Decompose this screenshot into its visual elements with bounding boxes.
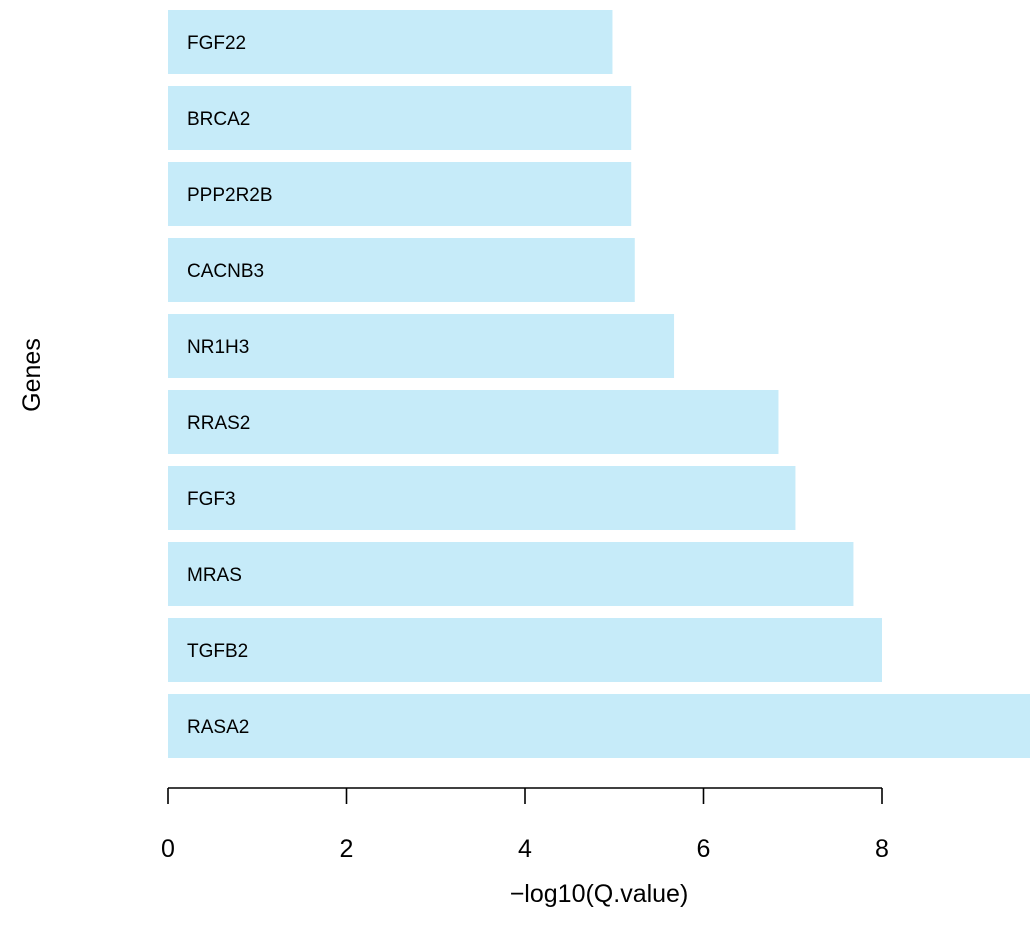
bar-label-nr1h3: NR1H3	[187, 337, 249, 358]
x-axis-title: −log10(Q.value)	[510, 880, 689, 908]
y-axis-title: Genes	[18, 338, 46, 412]
bar-label-rras2: RRAS2	[187, 413, 250, 434]
bar-label-tgfb2: TGFB2	[187, 641, 248, 662]
bar-label-fgf22: FGF22	[187, 33, 246, 54]
bar-label-mras: MRAS	[187, 565, 242, 586]
bar-fgf22	[168, 10, 613, 74]
bar-ppp2r2b	[168, 162, 632, 226]
bar-cacnb3	[168, 238, 635, 302]
bars-group	[168, 10, 1030, 758]
x-tick-label-8: 8	[875, 835, 889, 863]
bar-brca2	[168, 86, 632, 150]
x-tick-labels-group: 0 2 4 6 8	[161, 835, 889, 863]
bar-fgf3	[168, 466, 796, 530]
bar-mras	[168, 542, 854, 606]
bar-rras2	[168, 390, 779, 454]
bar-labels-group: RASA2 TGFB2 MRAS FGF3 RRAS2 NR1H3 CACNB3 PPP2R2…	[187, 33, 273, 738]
bar-label-cacnb3: CACNB3	[187, 261, 264, 282]
bar-label-ppp2r2b: PPP2R2B	[187, 185, 273, 206]
bar-tgfb2	[168, 618, 882, 682]
x-tick-label-2: 2	[340, 835, 354, 863]
bar-label-rasa2: RASA2	[187, 717, 249, 738]
bar-label-fgf3: FGF3	[187, 489, 236, 510]
bar-nr1h3	[168, 314, 675, 378]
x-axis: 0 2 4 6 8	[161, 787, 889, 863]
x-tick-label-4: 4	[518, 835, 532, 863]
bar-rasa2	[168, 694, 1030, 758]
x-tick-label-0: 0	[161, 835, 175, 863]
x-tick-label-6: 6	[697, 835, 711, 863]
bar-label-brca2: BRCA2	[187, 109, 250, 130]
x-ticks-group	[167, 788, 883, 804]
